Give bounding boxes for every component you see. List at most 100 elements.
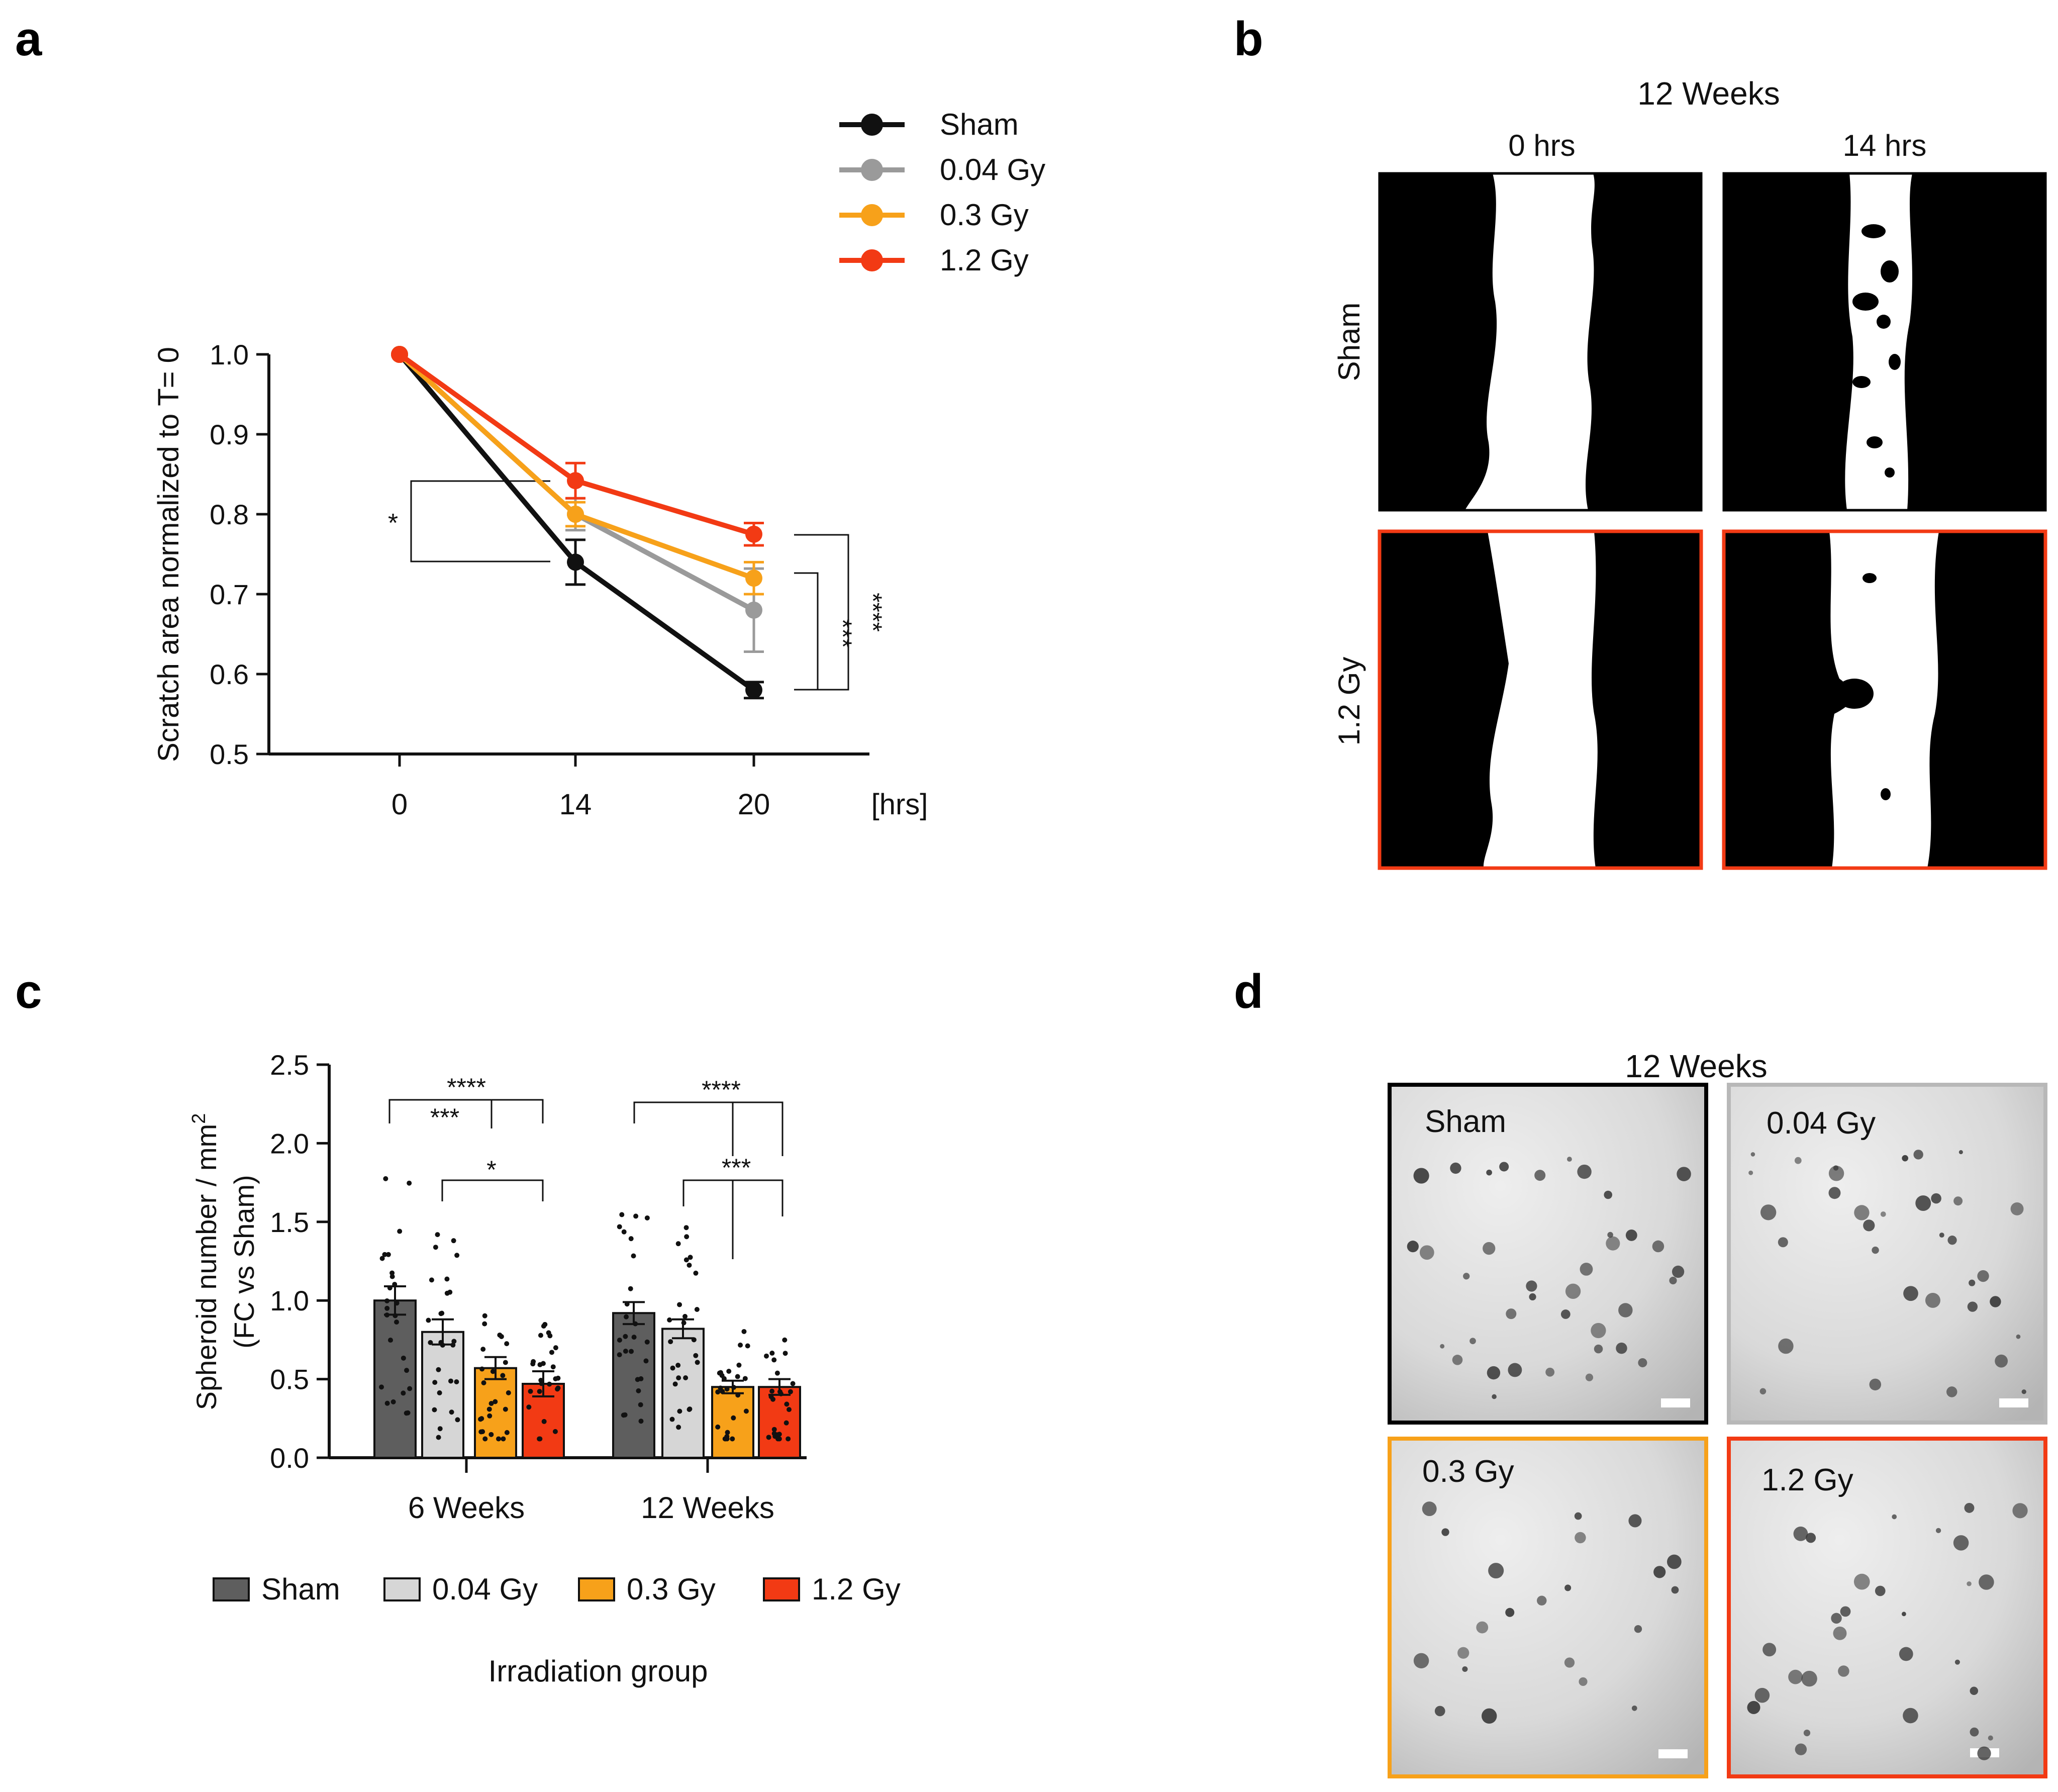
c-sample-dot bbox=[526, 1404, 532, 1410]
a-x-tick-label: 14 bbox=[559, 788, 592, 821]
d-scale-bar-sham bbox=[1661, 1398, 1690, 1407]
d-spheroid bbox=[1913, 1150, 1923, 1160]
c-sample-dot bbox=[401, 1355, 406, 1361]
d-spheroid bbox=[1486, 1169, 1492, 1176]
d-image-12gy: 1.2 Gy bbox=[1727, 1437, 2047, 1778]
a-point-sham bbox=[567, 553, 584, 571]
d-spheroid bbox=[1935, 1528, 1941, 1534]
a-sig-label-3: **** bbox=[859, 593, 887, 632]
c-sig-bracket-6w-1 bbox=[388, 1099, 544, 1123]
c-bar-group-1-2-gy-12-weeks bbox=[758, 1337, 801, 1459]
c-sample-dot bbox=[384, 1400, 390, 1406]
d-spheroids-03gy bbox=[1413, 1501, 1682, 1724]
d-spheroid bbox=[1560, 1309, 1571, 1319]
a-y-axis-label: Scratch area normalized to T= 0 bbox=[152, 347, 185, 762]
c-bar-group-0-3-gy-12-weeks bbox=[711, 1329, 754, 1459]
c-legend-swatch bbox=[383, 1577, 421, 1601]
c-sample-dot bbox=[390, 1399, 396, 1404]
d-spheroid bbox=[1970, 1727, 1979, 1737]
b-image-sham-0hrs bbox=[1378, 172, 1703, 512]
c-bar-group-0-3-gy-6-weeks bbox=[474, 1313, 517, 1459]
c-sample-dot bbox=[635, 1377, 640, 1382]
c-sample-dot bbox=[496, 1436, 502, 1442]
c-sig-bracket-12w-1 bbox=[633, 1101, 783, 1156]
c-sample-dot bbox=[693, 1353, 699, 1358]
d-spheroid bbox=[1979, 1574, 1994, 1590]
b-row-label-sham: Sham bbox=[1332, 303, 1366, 382]
c-sample-dot bbox=[503, 1360, 508, 1365]
d-spheroid bbox=[1529, 1293, 1536, 1301]
c-bar-0-04-gy-12-weeks bbox=[661, 1328, 705, 1459]
panel-c-legend: Sham 0.04 Gy 0.3 Gy 1.2 Gy bbox=[213, 1572, 901, 1606]
c-sample-dot bbox=[771, 1427, 777, 1432]
c-sample-dot bbox=[676, 1375, 681, 1381]
panel-c-spheroid-chart: 0.0 0.5 1.0 1.5 2.0 2.5 6 Weeks 12 Weeks Spher… bbox=[188, 1049, 901, 1688]
c-legend-swatch bbox=[578, 1577, 615, 1601]
c-significance: **** *** * **** *** bbox=[388, 1073, 783, 1259]
c-sample-dot bbox=[769, 1350, 775, 1356]
c-sample-dot bbox=[684, 1234, 690, 1240]
d-spheroid bbox=[1476, 1621, 1489, 1634]
c-sample-dot bbox=[677, 1302, 682, 1307]
d-spheroid bbox=[1750, 1152, 1755, 1157]
c-sample-dot bbox=[488, 1401, 494, 1406]
c-sample-dot bbox=[621, 1229, 627, 1235]
d-spheroid bbox=[1667, 1554, 1682, 1569]
a-sig-label-1: * bbox=[388, 509, 398, 538]
c-sample-dot bbox=[619, 1212, 625, 1217]
c-sample-dot bbox=[723, 1436, 728, 1442]
c-sample-dot bbox=[394, 1319, 400, 1325]
d-spheroid bbox=[1434, 1706, 1445, 1717]
d-scale-bar-03gy bbox=[1658, 1749, 1688, 1758]
c-sample-dot bbox=[503, 1406, 508, 1412]
c-legend-swatch bbox=[213, 1577, 250, 1601]
panel-label-a: a bbox=[15, 12, 42, 66]
c-sample-dot bbox=[682, 1313, 688, 1319]
c-sample-dot bbox=[407, 1386, 413, 1391]
d-spheroid bbox=[1580, 1262, 1593, 1276]
d-spheroid bbox=[1579, 1677, 1588, 1686]
c-sample-dot bbox=[487, 1413, 493, 1419]
d-spheroid bbox=[1413, 1653, 1429, 1669]
c-sample-dot bbox=[550, 1364, 556, 1370]
c-sample-dot bbox=[537, 1436, 543, 1442]
d-spheroid bbox=[1892, 1514, 1897, 1520]
d-spheroid bbox=[1526, 1280, 1537, 1292]
d-spheroid bbox=[1754, 1687, 1770, 1703]
d-spheroid bbox=[1970, 1686, 1979, 1695]
d-spheroid bbox=[1833, 1165, 1839, 1171]
d-spheroid bbox=[1440, 1344, 1445, 1349]
d-spheroid bbox=[1793, 1526, 1808, 1541]
d-label-004gy: 0.04 Gy bbox=[1767, 1106, 1876, 1141]
c-sample-dot bbox=[617, 1338, 622, 1343]
d-spheroid bbox=[1419, 1245, 1434, 1260]
d-spheroid bbox=[1828, 1187, 1841, 1199]
c-y-axis-label-line2: (FC vs Sham) bbox=[228, 1175, 260, 1348]
d-label-12gy: 1.2 Gy bbox=[1761, 1463, 1853, 1497]
c-bar-0-3-gy-6-weeks bbox=[474, 1367, 517, 1459]
c-sample-dot bbox=[633, 1213, 639, 1219]
a-sig-bracket-2 bbox=[794, 572, 819, 691]
a-legend-marker bbox=[861, 114, 883, 136]
c-sample-dot bbox=[631, 1253, 636, 1259]
d-spheroid bbox=[2012, 1503, 2028, 1519]
a-x-axis-unit: [hrs] bbox=[871, 788, 928, 821]
c-sample-dot bbox=[447, 1289, 453, 1295]
c-sample-dot bbox=[455, 1417, 460, 1423]
d-spheroid bbox=[1591, 1323, 1606, 1339]
d-spheroid bbox=[1457, 1647, 1469, 1659]
a-y-tick-label: 1.0 bbox=[210, 339, 249, 370]
a-y-tick-label: 0.8 bbox=[210, 499, 249, 530]
d-spheroid bbox=[1915, 1195, 1931, 1211]
a-sig-label-2: *** bbox=[829, 619, 857, 648]
d-spheroid bbox=[1463, 1273, 1470, 1280]
d-spheroid bbox=[1869, 1378, 1882, 1391]
c-sample-dot bbox=[764, 1353, 769, 1359]
c-sample-dot bbox=[531, 1359, 536, 1364]
c-sample-dot bbox=[405, 1410, 411, 1416]
d-spheroid bbox=[1508, 1363, 1522, 1377]
d-spheroid bbox=[1422, 1501, 1437, 1517]
c-sample-dot bbox=[428, 1340, 433, 1345]
c-sample-dot bbox=[790, 1381, 796, 1386]
d-spheroid bbox=[1977, 1270, 1989, 1282]
